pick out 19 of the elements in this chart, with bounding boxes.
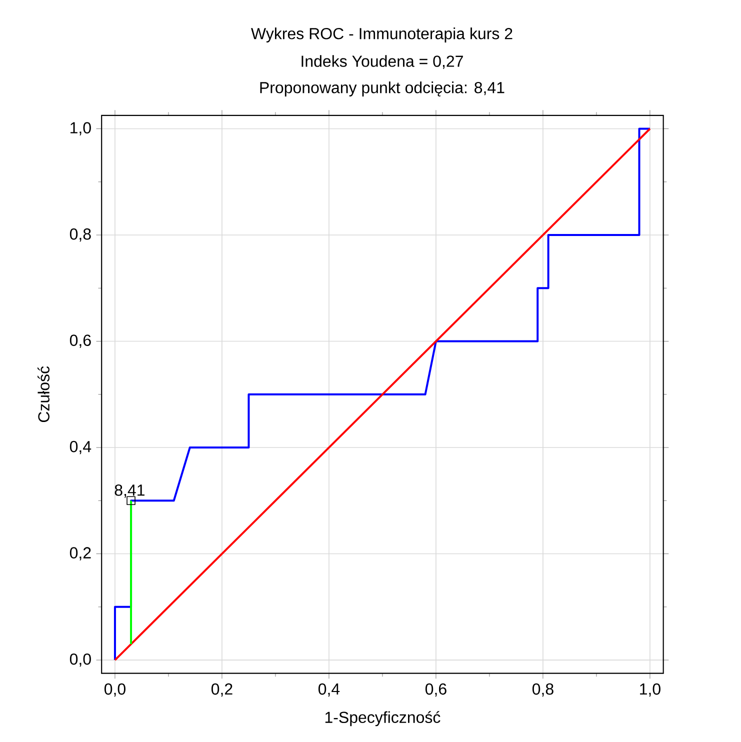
text: Proponowany punkt odcięcia: 8,41 <box>260 82 504 96</box>
y-tick-label: 0,0 <box>70 653 91 667</box>
y-tick-label: 0,4 <box>70 440 92 454</box>
x-tick-label: 0,2 <box>211 683 232 697</box>
chart-subtitle: Indeks Youdena = 0,27 <box>302 55 463 69</box>
y-tick-label: 0,2 <box>70 547 91 560</box>
x-axis-title: 1-Specyficzność <box>325 711 440 726</box>
x-tick-label: 1,0 <box>640 683 660 697</box>
chart-title: Wykres ROC - Immunoterapia kurs 2 <box>250 28 512 42</box>
y-axis-title: Czułość <box>38 366 50 422</box>
x-tick-label: 0,8 <box>532 683 554 697</box>
y-tick-label: 0,8 <box>70 228 91 242</box>
x-tick-label: 0,6 <box>425 683 446 697</box>
y-tick-label: 0,6 <box>70 334 91 348</box>
y-tick-label: 1,0 <box>70 122 91 136</box>
x-tick-label: 0,4 <box>318 683 340 697</box>
annotation: 8,41 <box>114 484 144 498</box>
line-series <box>114 128 651 662</box>
x-tick-label: 0,0 <box>104 683 126 697</box>
